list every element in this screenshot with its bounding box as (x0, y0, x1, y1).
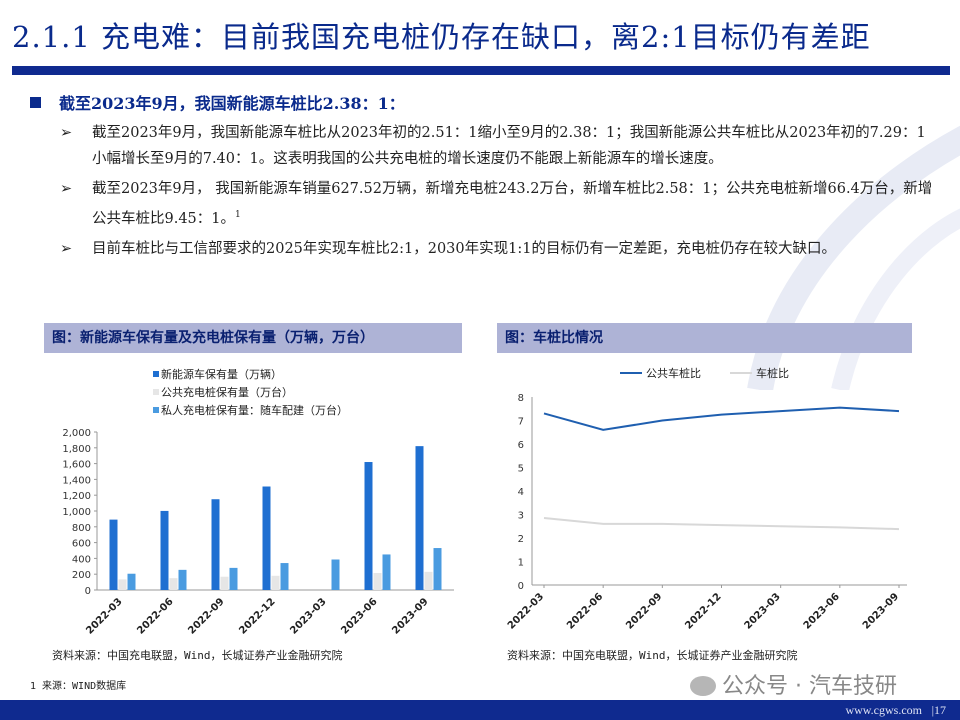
bullet-item: ➢ 截至2023年9月，我国新能源车桩比从2023年初的2.51：1缩小至9月的2… (60, 120, 940, 172)
legend-line (620, 372, 642, 374)
bar (229, 567, 238, 590)
y-tick-label: 4 (518, 487, 524, 498)
y-tick-label: 0 (85, 586, 91, 597)
y-tick-label: 7 (518, 417, 524, 428)
bar (373, 573, 382, 590)
section-heading: 截至2023年9月，我国新能源车桩比2.38：1： (30, 90, 405, 114)
y-tick-label: 8 (518, 393, 524, 404)
y-tick-label: 1,200 (62, 491, 91, 502)
page-title: 2.1.1 充电难：目前我国充电桩仍存在缺口，离2:1目标仍有差距 (12, 20, 871, 54)
legend-label: 私人充电桩保有量：随车配建（万台） (161, 404, 348, 417)
x-tick-label: 2022-06 (565, 591, 605, 631)
square-bullet-icon (30, 97, 41, 108)
y-tick-label: 1,000 (62, 507, 91, 518)
legend-item: 车桩比 (730, 365, 789, 381)
page-number: |17 (931, 703, 946, 717)
x-tick-label: 2023-03 (743, 591, 783, 631)
footer-bar (0, 700, 960, 720)
bar-chart: 0 200 400 600 800 1,000 1,200 1,400 1,600 1,800 2,… (62, 428, 454, 637)
right-chart-source: 资料来源：中国充电联盟，Wind，长城证券产业金融研究院 (507, 649, 798, 662)
y-tick-label: 600 (72, 539, 91, 550)
x-tick-label: 2022-12 (683, 591, 723, 631)
bar (109, 519, 118, 590)
legend-item: 私人充电桩保有量：随车配建（万台） (153, 402, 348, 418)
bar (424, 571, 433, 590)
x-tick-label: 2022-06 (135, 596, 175, 636)
watermark: 公众号 · 汽车技研 (690, 668, 897, 700)
x-tick-label: 2023-03 (288, 596, 328, 636)
y-tick-label: 1,600 (62, 460, 91, 471)
footnote: 1 来源：WIND数据库 (30, 681, 127, 692)
left-chart-title: 图：新能源车保有量及充电桩保有量（万辆，万台） (44, 323, 462, 353)
y-tick-label: 3 (518, 511, 524, 522)
y-tick-label: 400 (72, 554, 91, 565)
y-tick-label: 1,800 (62, 444, 91, 455)
bar (169, 578, 178, 590)
bar (118, 579, 127, 590)
line-chart: 0 1 2 3 4 5 6 7 8 2022-03 2022-06 2022-09 2022-12 202… (506, 393, 907, 632)
legend-item: 公共充电桩保有量（万台） (153, 384, 293, 400)
bar (331, 559, 340, 590)
watermark-text: 公众号 · 汽车技研 (722, 674, 897, 699)
y-tick-label: 2 (518, 534, 524, 545)
left-chart-source: 资料来源：中国充电联盟，Wind，长城证券产业金融研究院 (52, 649, 343, 662)
y-tick-label: 5 (518, 464, 524, 475)
legend-swatch (153, 407, 159, 413)
arrow-bullet-icon: ➢ (60, 241, 73, 257)
series-line (543, 406, 900, 431)
footer-url: www.cgws.com (845, 703, 922, 717)
wechat-icon (690, 676, 716, 696)
y-tick-label: 800 (72, 523, 91, 534)
y-tick-label: 1 (518, 558, 524, 569)
right-chart-title: 图：车桩比情况 (497, 323, 912, 353)
bar (433, 548, 442, 590)
bar (220, 576, 229, 590)
legend-label: 公共充电桩保有量（万台） (161, 386, 293, 399)
x-tick-label: 2022-03 (84, 596, 124, 636)
bar (364, 462, 373, 590)
footnote-marker: 1 (235, 210, 241, 220)
bullet-text: 目前车桩比与工信部要求的2025年实现车桩比2:1，2030年实现1:1的目标仍… (92, 241, 836, 257)
bar (415, 446, 424, 590)
x-tick-label: 2022-12 (237, 596, 277, 636)
bar (382, 554, 391, 590)
bar (262, 486, 271, 590)
bar (211, 499, 220, 590)
legend-label: 新能源车保有量（万辆） (161, 368, 282, 381)
bar (127, 573, 136, 590)
y-tick-label: 0 (518, 581, 524, 592)
legend-line (730, 372, 752, 374)
bar (160, 510, 169, 590)
legend-item: 新能源车保有量（万辆） (153, 366, 282, 382)
x-tick-label: 2022-03 (506, 591, 546, 631)
y-tick-label: 2,000 (62, 428, 91, 439)
y-tick-label: 200 (72, 570, 91, 581)
bar (271, 575, 280, 590)
x-tick-label: 2022-09 (186, 596, 226, 636)
legend-label: 车桩比 (756, 367, 789, 380)
bullet-list: ➢ 截至2023年9月，我国新能源车桩比从2023年初的2.51：1缩小至9月的2… (60, 120, 940, 266)
bullet-text: 截至2023年9月，我国新能源车桩比从2023年初的2.51：1缩小至9月的2.… (92, 125, 926, 167)
bar (280, 563, 289, 590)
x-tick-label: 2023-09 (390, 596, 430, 636)
x-tick-label: 2023-06 (802, 591, 842, 631)
bar (178, 569, 187, 590)
section-heading-text: 截至2023年9月，我国新能源车桩比2.38：1： (59, 94, 405, 113)
legend-label: 公共车桩比 (646, 367, 701, 380)
arrow-bullet-icon: ➢ (60, 181, 73, 197)
bullet-item: ➢ 截至2023年9月， 我国新能源车销量627.52万辆，新增充电桩243.2万… (60, 176, 940, 232)
title-underline-bar (12, 66, 950, 75)
legend-swatch (153, 389, 159, 395)
x-tick-label: 2023-09 (861, 591, 901, 631)
legend-swatch (153, 371, 159, 377)
arrow-bullet-icon: ➢ (60, 125, 73, 141)
series-line (543, 517, 900, 531)
bullet-text: 截至2023年9月， 我国新能源车销量627.52万辆，新增充电桩243.2万台… (92, 181, 933, 227)
legend-item: 公共车桩比 (620, 365, 701, 381)
y-tick-label: 6 (518, 440, 524, 451)
bullet-item: ➢ 目前车桩比与工信部要求的2025年实现车桩比2:1，2030年实现1:1的目标… (60, 236, 940, 262)
y-tick-label: 1,400 (62, 475, 91, 486)
x-tick-label: 2022-09 (624, 591, 664, 631)
x-tick-label: 2023-06 (339, 596, 379, 636)
